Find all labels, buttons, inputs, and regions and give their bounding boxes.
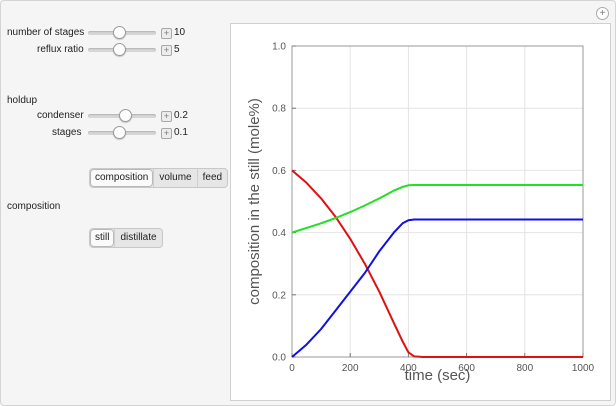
stages-label: stages [52,127,82,138]
composition-selector: still distillate [89,228,163,248]
condenser-slider-thumb[interactable] [119,109,133,122]
series-line-0 [291,169,583,358]
reflux-ratio-plus-icon[interactable]: + [161,45,172,56]
x-tick-label: 1000 [572,363,595,374]
plot-panel: 0 200 400 600 800 1000 0.0 0.2 0.4 0.6 0.8 1.0 time … [230,23,611,401]
holdup-heading: holdup [7,95,38,106]
condenser-value: 0.2 [174,110,188,121]
tab-volume[interactable]: volume [153,169,196,187]
y-tick-label: 0.6 [272,166,286,177]
reflux-ratio-value: 5 [174,44,180,55]
stages-plus-icon[interactable]: + [161,128,172,139]
y-tick-label: 0.2 [272,290,286,301]
x-tick-label: 0 [289,363,295,374]
reflux-ratio-label: reflux ratio [37,44,84,55]
composition-chart: 0 200 400 600 800 1000 0.0 0.2 0.4 0.6 0.8 1.0 time … [246,42,595,385]
y-tick-label: 0.0 [272,353,286,364]
reflux-ratio-slider-thumb[interactable] [112,43,126,56]
number-of-stages-plus-icon[interactable]: + [161,28,172,39]
tab-distillate[interactable]: distillate [114,229,161,247]
y-tick-label: 0.4 [272,228,286,239]
tab-feed[interactable]: feed [196,169,227,187]
number-of-stages-slider-thumb[interactable] [112,26,126,39]
y-axis-label: composition in the still (mole%) [246,98,263,305]
x-axis-label: time (sec) [405,367,471,384]
series-line-1 [291,184,583,234]
condenser-label: condenser [37,110,84,121]
stages-value: 0.1 [174,127,188,138]
number-of-stages-label: number of stages [7,27,85,38]
x-tick-label: 800 [516,363,533,374]
expand-icon[interactable]: + [596,7,609,20]
view-selector: composition volume feed [89,168,229,188]
condenser-plus-icon[interactable]: + [161,111,172,122]
number-of-stages-value: 10 [174,27,186,38]
tab-still[interactable]: still [90,229,115,247]
x-tick-label: 200 [342,363,359,374]
series-line-2 [291,218,583,358]
x-tick-label: 600 [458,363,475,374]
x-tick-label: 400 [400,363,417,374]
y-tick-label: 1.0 [272,42,286,53]
y-tick-label: 0.8 [272,104,286,115]
tab-composition[interactable]: composition [90,169,154,187]
composition-heading: composition [7,201,61,212]
stages-slider-thumb[interactable] [112,126,126,139]
